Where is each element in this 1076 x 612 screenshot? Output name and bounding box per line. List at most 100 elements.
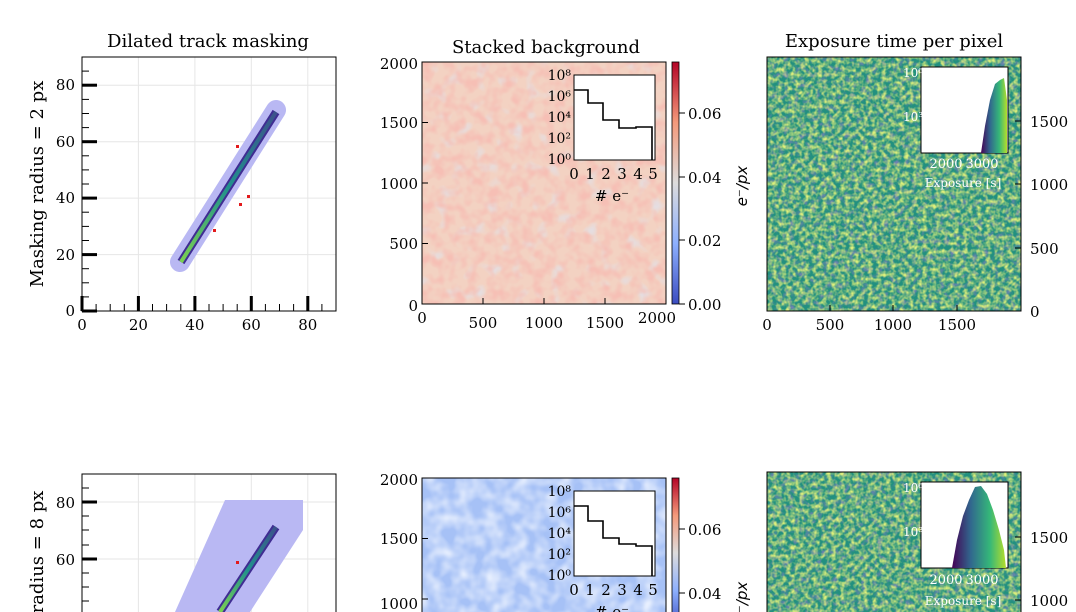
inset-y-tick: 10⁸ bbox=[548, 68, 572, 84]
ticks bbox=[422, 538, 428, 600]
y-tick-label: 1000 bbox=[1030, 592, 1068, 610]
inset-xlabel: # e⁻ bbox=[595, 187, 629, 205]
inset-y-tick: 10³ bbox=[903, 110, 923, 124]
x-tick-label: 1500 bbox=[586, 314, 624, 332]
inset-electron-histogram: 10⁸ 10⁶ 10⁴ 10² 10⁰ 0 1 2 3 4 5 # e⁻ bbox=[548, 68, 658, 205]
inset-x-tick: 3 bbox=[617, 165, 627, 183]
inset-xlabel: Exposure [s] bbox=[925, 176, 1002, 190]
inset-frame bbox=[573, 74, 656, 161]
y-tick-label: 500 bbox=[1030, 240, 1059, 258]
inset-y-tick: 10⁸ bbox=[548, 484, 572, 500]
x-tick-label: 60 bbox=[242, 316, 261, 334]
inset-x-tick: 0 bbox=[569, 165, 579, 183]
panel-title: Dilated track masking bbox=[107, 31, 309, 52]
colorbar-tick-label: 0.00 bbox=[688, 296, 721, 314]
y-tick-label: 80 bbox=[56, 76, 75, 94]
y-tick-label: 2000 bbox=[380, 55, 418, 73]
colorbar-label: e⁻/px bbox=[733, 582, 751, 612]
inset-x-tick: 2000 bbox=[929, 573, 962, 588]
inset-x-tick: 3000 bbox=[965, 157, 998, 172]
inset-x-tick: 5 bbox=[648, 581, 658, 599]
inset-y-tick: 10² bbox=[548, 131, 571, 147]
ticks bbox=[1015, 536, 1021, 601]
colorbar-tick-label: 0.02 bbox=[688, 232, 721, 250]
axes-frame bbox=[766, 471, 1022, 612]
inset-x-tick: 4 bbox=[633, 581, 643, 599]
y-tick-label: 500 bbox=[389, 235, 418, 253]
x-tick-label: 80 bbox=[298, 316, 317, 334]
y-tick-label: 2000 bbox=[380, 471, 418, 489]
y-tick-label: 60 bbox=[56, 551, 75, 569]
y-tick-label: 80 bbox=[56, 494, 75, 512]
inset-y-tick: 10⁴ bbox=[548, 526, 572, 542]
inset-x-tick: 0 bbox=[569, 581, 579, 599]
ticks bbox=[829, 120, 1021, 311]
axes-frame bbox=[81, 473, 337, 612]
y-tick-label: 1000 bbox=[1030, 176, 1068, 194]
y-tick-label: 1000 bbox=[380, 595, 418, 612]
inset-y-tick: 10⁶ bbox=[548, 89, 572, 105]
x-tick-label: 0 bbox=[417, 309, 427, 327]
track-core bbox=[179, 110, 278, 264]
inset-step-line bbox=[574, 505, 653, 576]
inset-histogram-bars bbox=[952, 486, 1006, 568]
y-tick-label: 1500 bbox=[380, 530, 418, 548]
inset-y-tick: 10⁰ bbox=[548, 152, 572, 168]
colorbar-r2: 0.04 0.06 e⁻/px bbox=[671, 477, 751, 612]
y-tick-label: 60 bbox=[56, 133, 75, 151]
inset-xlabel: # e⁻ bbox=[595, 603, 629, 612]
inset-y-tick: 10³ bbox=[903, 525, 923, 539]
inset-x-tick: 2 bbox=[601, 165, 611, 183]
y-tick-label: 0 bbox=[1030, 303, 1040, 321]
inset-x-tick: 3000 bbox=[965, 573, 998, 588]
x-tick-label: 500 bbox=[469, 314, 498, 332]
panel-title: Exposure time per pixel bbox=[785, 31, 1003, 52]
y-tick-label: 1500 bbox=[1030, 529, 1068, 547]
x-tick-label: 1000 bbox=[874, 316, 912, 334]
inset-x-tick: 4 bbox=[633, 165, 643, 183]
colorbar-tick-label: 0.06 bbox=[688, 521, 721, 539]
stray-pixel bbox=[236, 561, 239, 564]
inset-x-tick: 3 bbox=[617, 581, 627, 599]
panel-track-mask-r1: Dilated track masking Masking radius = 2… bbox=[27, 31, 337, 334]
colorbar-gradient bbox=[671, 61, 680, 305]
colorbar-gradient bbox=[671, 477, 680, 612]
panel-exposure-r2: 1000 1500 10⁶ 10³ 2000 3000 Exposure [s] bbox=[766, 471, 1068, 612]
inset-frame bbox=[573, 490, 656, 577]
x-tick-label: 20 bbox=[129, 316, 148, 334]
stray-pixels bbox=[213, 145, 250, 232]
inset-step-line bbox=[574, 89, 653, 160]
colorbar-r1: 0.00 0.02 0.04 0.06 e⁻/px bbox=[671, 61, 751, 314]
panel-background-r1: Stacked background 0 500 1000 1500 2000 … bbox=[380, 37, 751, 332]
ticks bbox=[82, 487, 97, 602]
y-tick-label: 20 bbox=[56, 246, 75, 264]
inset-y-tick: 10⁶ bbox=[548, 505, 572, 521]
inset-y-tick: 10² bbox=[548, 547, 571, 563]
inset-x-tick: 2000 bbox=[929, 157, 962, 172]
y-tick-label: 40 bbox=[56, 189, 75, 207]
y-tick-label: 0 bbox=[65, 302, 75, 320]
x-tick-label: 500 bbox=[816, 316, 845, 334]
inset-x-tick: 2 bbox=[601, 581, 611, 599]
colorbar-ticks bbox=[679, 112, 685, 305]
y-tick-label: 1000 bbox=[380, 175, 418, 193]
inset-y-tick: 10⁰ bbox=[548, 568, 572, 584]
y-tick-label: 1500 bbox=[380, 114, 418, 132]
inset-exposure-histogram: 10⁶ 10³ 2000 3000 Exposure [s] bbox=[903, 481, 1009, 608]
panel-title: Stacked background bbox=[452, 37, 640, 58]
y-tick-label: 40 bbox=[56, 609, 75, 612]
row-ylabel: radius = 8 px bbox=[27, 491, 48, 612]
colorbar-tick-label: 0.04 bbox=[688, 585, 721, 603]
inset-x-tick: 1 bbox=[585, 165, 595, 183]
inset-x-tick: 5 bbox=[648, 165, 658, 183]
colorbar-ticks bbox=[679, 528, 685, 594]
x-tick-label: 2000 bbox=[638, 309, 676, 327]
track-core bbox=[218, 525, 278, 612]
colorbar-tick-label: 0.04 bbox=[688, 169, 721, 187]
x-tick-label: 40 bbox=[185, 316, 204, 334]
inset-y-tick: 10⁶ bbox=[903, 66, 923, 80]
axes-frame bbox=[421, 477, 667, 612]
y-tick-label: 0 bbox=[408, 297, 418, 315]
inset-electron-histogram: 10⁸ 10⁶ 10⁴ 10² 10⁰ 0 1 2 3 4 5 # e⁻ bbox=[548, 484, 658, 612]
